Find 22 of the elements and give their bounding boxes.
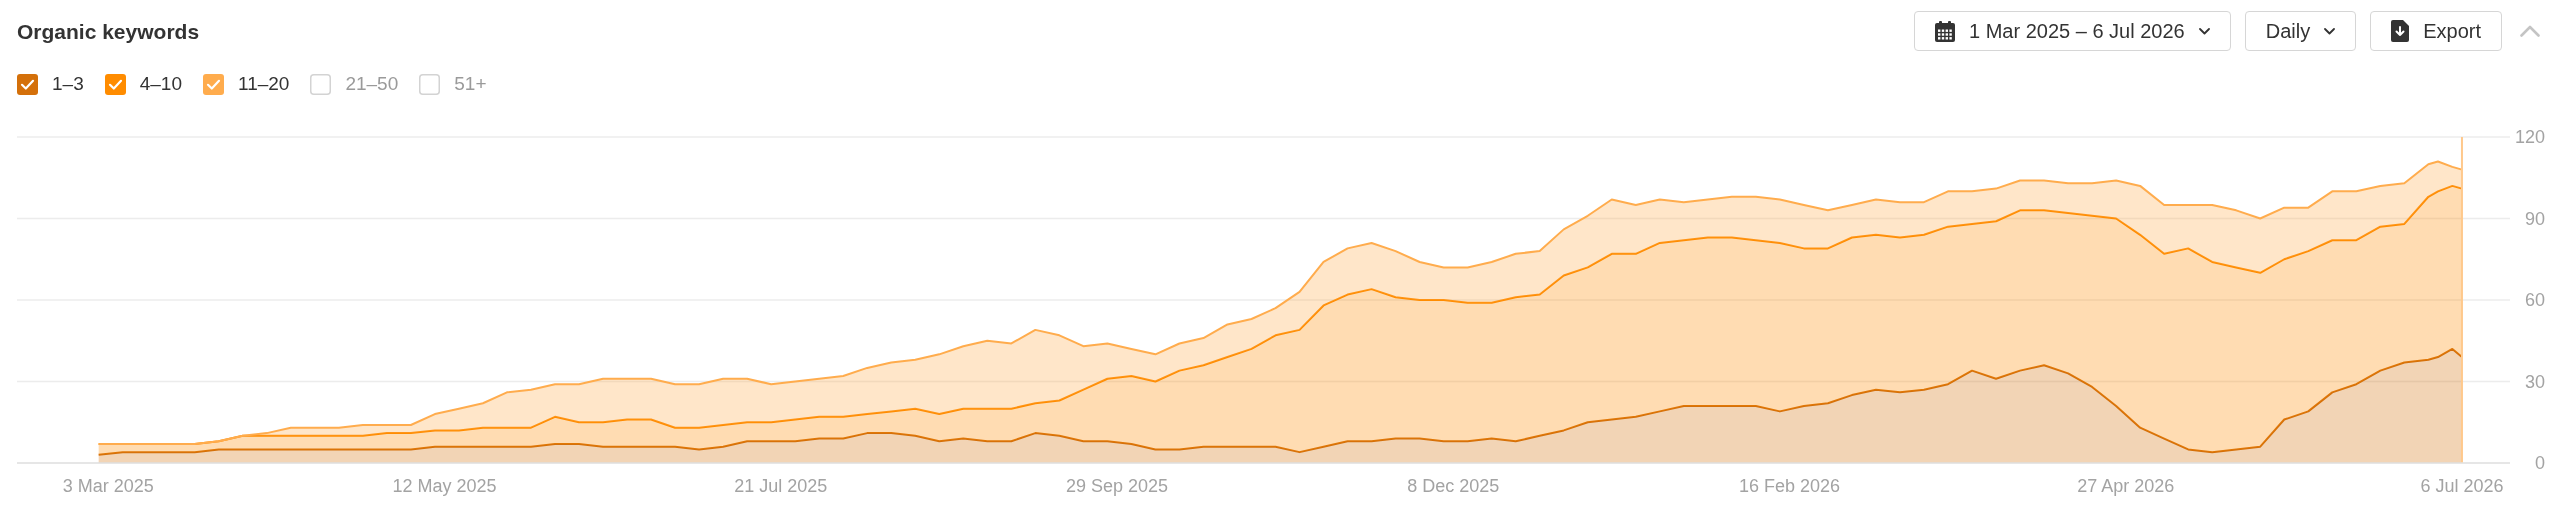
x-tick-label: 27 Apr 2026 xyxy=(2077,475,2175,496)
y-tick-label: 120 xyxy=(2514,127,2545,147)
export-button: Export xyxy=(2370,11,2502,51)
y-tick-label: 30 xyxy=(2524,371,2545,392)
y-tick-label: 0 xyxy=(2534,453,2545,473)
x-tick-label: 12 May 2025 xyxy=(392,475,497,496)
x-tick-label: 21 Jul 2025 xyxy=(734,475,828,496)
legend-label: 51+ xyxy=(454,73,487,95)
interval-button: Daily xyxy=(2244,11,2357,51)
y-tick-label: 90 xyxy=(2524,208,2545,229)
legend-label: 4–10 xyxy=(139,73,182,95)
chart-title: Organic keywords xyxy=(17,20,200,43)
x-tick-label: 6 Jul 2026 xyxy=(2420,475,2504,496)
legend-label: 1–3 xyxy=(52,73,84,95)
date-range-button: 1 Mar 2025 – 6 Jul 2026 xyxy=(1914,11,2231,51)
x-tick-label: 16 Feb 2026 xyxy=(1738,475,1841,496)
x-tick-label: 29 Sep 2025 xyxy=(1065,475,1169,496)
y-tick-label: 60 xyxy=(2524,290,2545,310)
x-tick-label: 3 Mar 2025 xyxy=(62,475,154,496)
x-tick-label: 8 Dec 2025 xyxy=(1407,475,1500,496)
legend-label: 21–50 xyxy=(345,73,399,95)
legend-label: 11–20 xyxy=(237,73,290,95)
